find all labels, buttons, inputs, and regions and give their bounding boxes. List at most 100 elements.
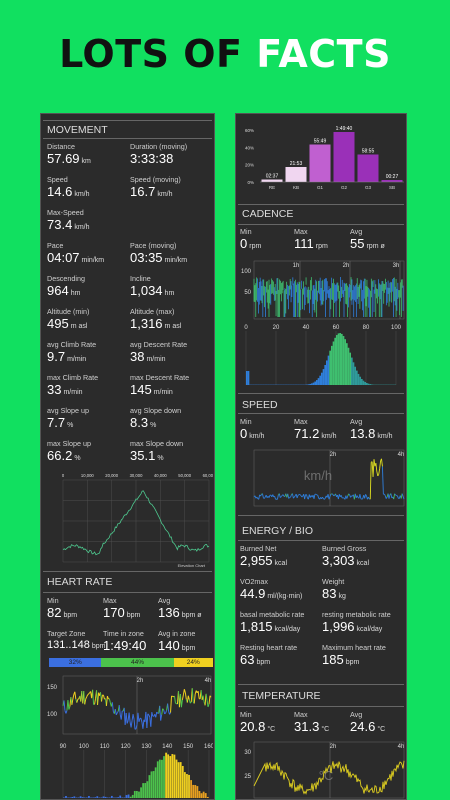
speed-avg-value: 13.8 km/h bbox=[350, 426, 393, 441]
hr-histogram[interactable]: 90 100 110 120 130 140 150 160 bbox=[45, 740, 213, 799]
speed-line-segment bbox=[348, 493, 350, 496]
avg-in-zone-value: 140 bpm bbox=[158, 638, 196, 653]
cadence-hist-bar bbox=[337, 333, 340, 385]
hr-avg-label: Avg bbox=[158, 596, 171, 605]
hr-hist-bar bbox=[104, 796, 107, 798]
hr-hist-bar bbox=[110, 795, 113, 798]
hr-line-segment bbox=[206, 700, 209, 708]
divider bbox=[238, 706, 404, 707]
movement-stat-label: avg Slope down bbox=[130, 406, 182, 415]
hr-hist-bar bbox=[108, 797, 111, 798]
elevation-chart-svg: Elevation Chart 0 10,000 20,000 30,000 40,00… bbox=[62, 473, 213, 568]
cadence-hist-bar bbox=[351, 357, 353, 385]
movement-title: MOVEMENT bbox=[47, 124, 108, 136]
zone-time-bar-chart[interactable]: 60% 40% 20% 0% 02:37 RE 21:53 KB 55:49 G1 1:49:40 G… bbox=[238, 118, 406, 196]
hr-line-segment bbox=[67, 699, 70, 710]
hr-line-segment bbox=[172, 695, 174, 698]
left-stats-panel[interactable]: MOVEMENT Distance 57.69 km Duration (moving… bbox=[40, 113, 215, 800]
cadence-max-label: Max bbox=[294, 227, 308, 236]
movement-stat-label: Altitude (max) bbox=[130, 307, 175, 316]
movement-stat-value: 33 m/min bbox=[47, 382, 83, 397]
heart-rate-title: HEART RATE bbox=[47, 576, 113, 588]
movement-stat-label: Incline bbox=[130, 274, 151, 283]
speed-max-label: Max bbox=[294, 417, 308, 426]
headline: LOTS OF FACTS bbox=[0, 32, 450, 76]
cadence-y-tick: 50 bbox=[244, 290, 251, 296]
cadence-hist-bar bbox=[311, 383, 313, 385]
chart-frame bbox=[253, 741, 405, 799]
hr-line-segment bbox=[170, 696, 173, 713]
cadence-hist-bar bbox=[319, 375, 321, 385]
movement-stat-value: 35.1% bbox=[130, 448, 164, 463]
zone-bar-category: SB bbox=[389, 185, 395, 190]
speed-line-chart-svg: km/h 2h 4h bbox=[253, 449, 405, 507]
hr-line-segment bbox=[155, 711, 158, 718]
hr-line-segment bbox=[161, 708, 164, 715]
hr-hist-bar bbox=[83, 797, 86, 798]
right-stats-panel[interactable]: 60% 40% 20% 0% 02:37 RE 21:53 KB 55:49 G1 1:49:40 G… bbox=[235, 113, 407, 800]
hr-hist-bar bbox=[165, 752, 167, 798]
speed-line-segment bbox=[369, 462, 372, 500]
cadence-histogram[interactable]: 0 20 40 60 80 100 bbox=[238, 321, 406, 387]
cadence-hist-bar bbox=[361, 378, 363, 385]
cadence-hist-x-tick: 0 bbox=[244, 325, 248, 331]
speed-line-segment bbox=[301, 495, 304, 498]
hr-line-segment bbox=[162, 708, 165, 711]
hr-hist-bar bbox=[167, 754, 170, 798]
speed-line-segment bbox=[383, 493, 386, 496]
hr-line-segment bbox=[65, 710, 68, 714]
speed-line-chart[interactable]: km/h 2h 4h bbox=[238, 448, 406, 510]
cadence-hist-bar bbox=[367, 383, 370, 385]
hr-hist-bar bbox=[119, 795, 122, 798]
hr-hist-bar bbox=[106, 797, 109, 798]
cadence-hist-bar bbox=[347, 347, 350, 385]
hr-hist-bar bbox=[98, 797, 101, 798]
elevation-chart[interactable]: Elevation Chart 0 10,000 20,000 30,000 40,00… bbox=[45, 470, 213, 570]
hr-min-value: 82 bpm bbox=[47, 605, 78, 620]
hr-hist-bar bbox=[71, 797, 74, 798]
hr-line-segment bbox=[191, 688, 194, 702]
speed-line-segment bbox=[291, 493, 294, 499]
cadence-hist-bar bbox=[357, 373, 360, 385]
hr-hist-bar bbox=[171, 754, 174, 798]
cadence-hist-x-tick: 100 bbox=[391, 325, 402, 331]
hr-line-segment bbox=[180, 699, 183, 708]
hr-line-segment bbox=[106, 695, 109, 700]
cadence-hist-bar bbox=[332, 341, 335, 385]
hr-line-segment bbox=[184, 692, 187, 700]
cadence-hist-bar bbox=[356, 370, 358, 385]
speed-line-segment bbox=[364, 494, 367, 499]
hr-hist-x-tick: 160 bbox=[204, 744, 213, 750]
elevation-caption: Elevation Chart bbox=[178, 563, 206, 568]
movement-stat-value: 8.3% bbox=[130, 415, 157, 430]
hr-line-segment bbox=[169, 712, 171, 715]
cadence-line-chart[interactable]: 100 50 1h 2h 3h bbox=[238, 259, 406, 323]
movement-stat-label: avg Slope up bbox=[47, 406, 89, 415]
hr-hist-bar bbox=[194, 785, 197, 798]
speed-line-segment bbox=[385, 496, 388, 499]
hr-hist-bar bbox=[88, 796, 90, 798]
hr-hist-bar bbox=[150, 771, 153, 798]
temperature-line-chart[interactable]: 30 25 °C 2h 4h bbox=[238, 740, 406, 799]
speed-x-tick: 4h bbox=[398, 452, 405, 458]
hr-hist-bar bbox=[133, 790, 136, 798]
hr-hist-bar bbox=[73, 796, 76, 798]
avg-in-zone-label: Avg in zone bbox=[158, 629, 196, 638]
speed-avg-label: Avg bbox=[350, 417, 363, 426]
temp-avg-value: 24.6 °C bbox=[350, 719, 386, 734]
energy-stat-label: Weight bbox=[322, 577, 345, 586]
cadence-min-label: Min bbox=[240, 227, 252, 236]
hr-hist-bar bbox=[140, 787, 142, 798]
hr-line-chart[interactable]: 150 100 2h 4h bbox=[45, 674, 213, 738]
movement-stat-value: 16.7 km/h bbox=[130, 184, 173, 199]
divider bbox=[238, 224, 404, 225]
movement-stat-label: max Climb Rate bbox=[47, 373, 99, 382]
hr-line-segment bbox=[88, 692, 91, 695]
temp-avg-label: Avg bbox=[350, 710, 363, 719]
movement-stat-value: 04:07 min/km bbox=[47, 250, 105, 265]
zone-y-tick: 0% bbox=[247, 180, 254, 185]
hr-line-segment bbox=[114, 708, 117, 716]
hr-line-segment bbox=[83, 691, 86, 705]
hr-hist-bar bbox=[125, 795, 128, 798]
elevation-x-tick: 50,000 bbox=[178, 473, 191, 478]
